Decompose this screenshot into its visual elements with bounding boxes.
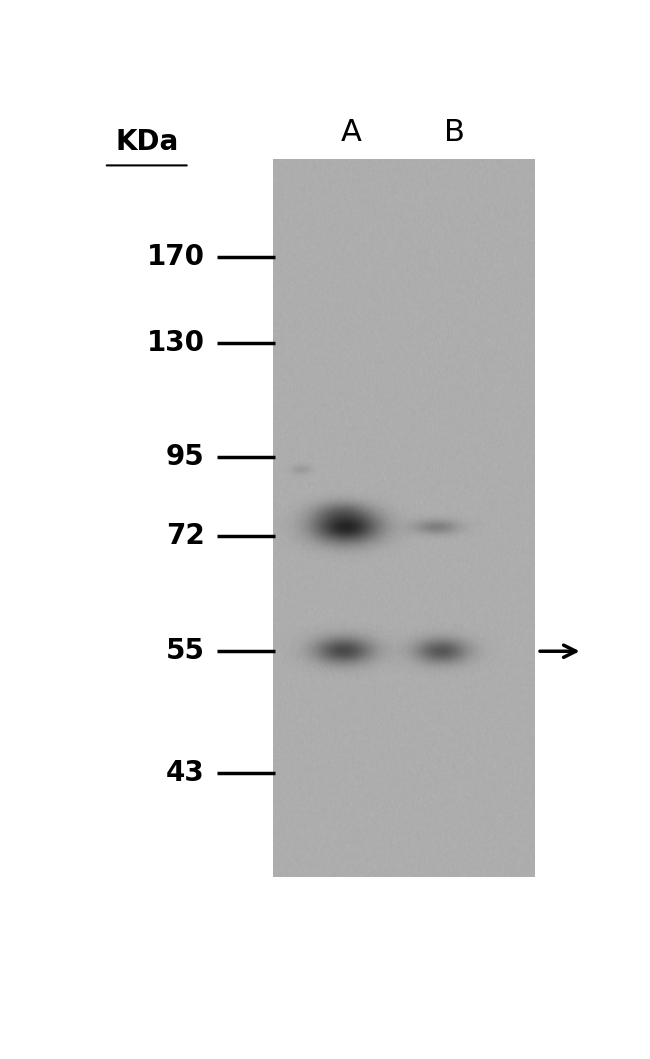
- Text: B: B: [443, 119, 465, 147]
- Text: KDa: KDa: [115, 128, 178, 156]
- Text: 55: 55: [166, 638, 205, 665]
- Text: 72: 72: [166, 522, 205, 551]
- Text: 170: 170: [147, 243, 205, 270]
- Text: 130: 130: [147, 328, 205, 357]
- Text: 95: 95: [166, 444, 205, 471]
- Text: 43: 43: [166, 759, 205, 787]
- Text: A: A: [341, 119, 361, 147]
